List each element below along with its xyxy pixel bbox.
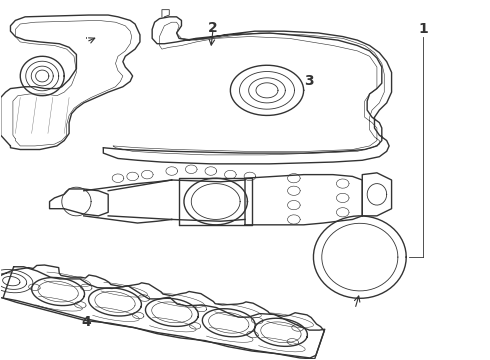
Text: 1: 1 <box>418 22 428 36</box>
Text: 3: 3 <box>304 75 313 89</box>
Text: 4: 4 <box>81 315 91 329</box>
Text: 2: 2 <box>208 21 218 35</box>
